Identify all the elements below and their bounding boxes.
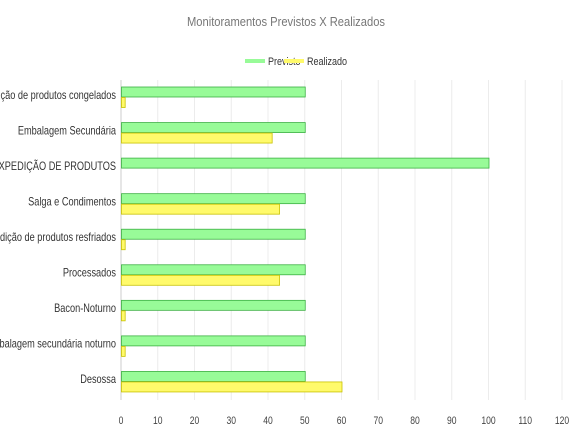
category-group[interactable] [121, 371, 343, 393]
chart-title: Monitoramentos Previstos X Realizados [187, 14, 385, 29]
category-label: EXPEDIÇÃO DE PRODUTOS [0, 159, 116, 173]
bar-realizado[interactable] [121, 132, 273, 144]
bar-previsto[interactable] [121, 157, 490, 169]
category-label: Expedição de produtos resfriados [0, 232, 116, 244]
x-tick-label: 50 [300, 415, 310, 427]
bar-previsto[interactable] [121, 264, 306, 276]
bar-previsto[interactable] [121, 122, 306, 133]
bar-previsto[interactable] [121, 228, 306, 240]
category-group[interactable] [121, 122, 306, 144]
category-group[interactable] [121, 86, 306, 108]
bar-previsto[interactable] [121, 371, 306, 382]
x-tick-label: 80 [410, 415, 420, 427]
x-tick-label: 40 [263, 415, 273, 427]
x-tick-label: 110 [518, 415, 532, 427]
category-label: Embalagem Secundária [18, 125, 116, 137]
category-label: Expedição de produtos congelados [0, 90, 116, 102]
category-labels: Expedição de produtos congelados Embalage… [0, 90, 116, 387]
category-label: Desossa [80, 374, 116, 386]
x-tick-label: 10 [153, 415, 163, 427]
grid-lines [120, 80, 563, 400]
category-group[interactable] [121, 335, 306, 357]
bar-previsto[interactable] [121, 299, 306, 311]
category-label: Salga e Condimentos [28, 197, 116, 209]
bars [121, 86, 490, 393]
bar-realizado[interactable] [121, 310, 126, 322]
legend-item[interactable]: Realizado [284, 56, 347, 68]
legend-label: Realizado [307, 56, 347, 68]
category-label: Processados [63, 268, 116, 280]
x-tick-label: 0 [119, 415, 124, 427]
bar-previsto[interactable] [121, 193, 306, 205]
bar-realizado[interactable] [121, 97, 126, 108]
x-axis-ticks: 0 10 20 30 40 50 60 70 80 90 100 110 120 [119, 415, 570, 427]
legend[interactable]: PrevistoRealizado [245, 56, 347, 68]
category-group[interactable] [121, 299, 306, 322]
category-group[interactable] [121, 157, 490, 169]
x-tick-label: 90 [447, 415, 457, 427]
x-tick-label: 100 [481, 415, 496, 427]
x-tick-label: 60 [337, 415, 347, 427]
bar-realizado[interactable] [121, 345, 126, 357]
x-tick-label: 30 [226, 415, 236, 427]
category-group[interactable] [121, 193, 306, 215]
bar-realizado[interactable] [121, 239, 126, 251]
x-tick-label: 20 [190, 415, 200, 427]
category-label: Bacon-Noturno [54, 303, 116, 315]
bar-previsto[interactable] [121, 86, 306, 98]
category-group[interactable] [121, 264, 306, 286]
x-tick-label: 120 [555, 415, 570, 427]
bar-realizado[interactable] [121, 381, 343, 393]
category-group[interactable] [121, 228, 306, 251]
x-tick-label: 70 [373, 415, 383, 427]
bar-previsto[interactable] [121, 335, 306, 347]
bar-realizado[interactable] [121, 274, 280, 286]
bar-realizado[interactable] [121, 203, 280, 215]
category-label: Embalagem secundária noturno [0, 339, 116, 351]
